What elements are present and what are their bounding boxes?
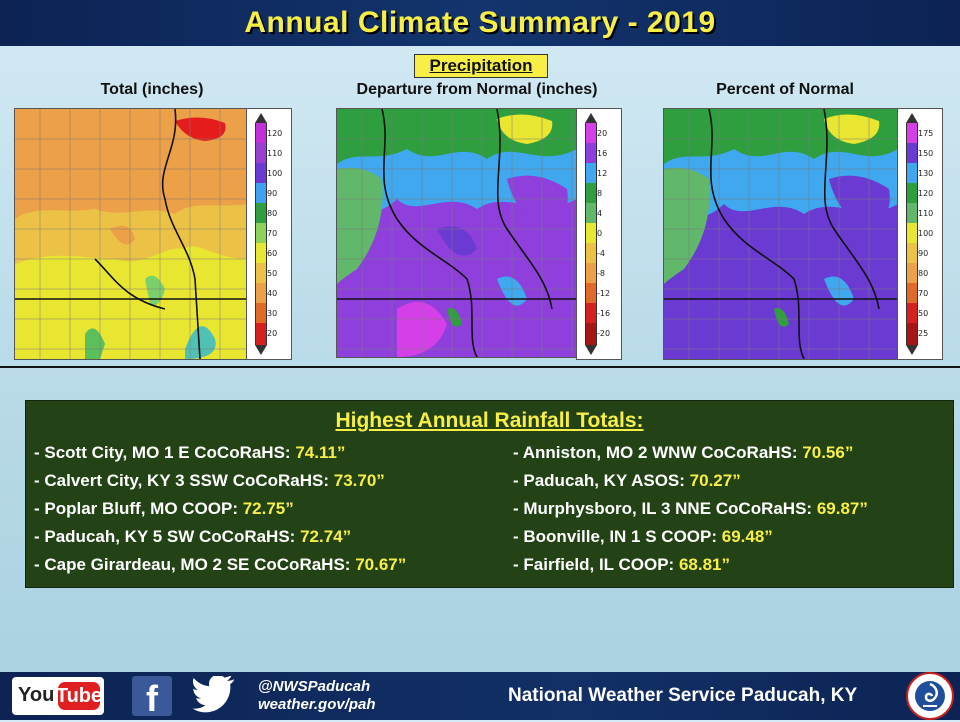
legend-label: 130 [918, 169, 934, 178]
rainfall-item: - Paducah, KY 5 SW CoCoRaHS: 72.74” [34, 527, 351, 547]
rainfall-value: 69.48” [721, 527, 773, 546]
legend-label: 110 [267, 149, 283, 158]
legend-label: 8 [597, 189, 603, 198]
rainfall-value: 70.67” [355, 555, 407, 574]
rainfall-item: - Murphysboro, IL 3 NNE CoCoRaHS: 69.87” [513, 499, 868, 519]
youtube-icon[interactable]: You Tube [12, 677, 104, 715]
rainfall-item: - Paducah, KY ASOS: 70.27” [513, 471, 741, 491]
website-link[interactable]: weather.gov/pah [258, 696, 376, 713]
station-name: - Calvert City, KY 3 SSW CoCoRaHS: [34, 471, 334, 490]
rainfall-value: 74.11” [295, 443, 346, 462]
divider [0, 366, 960, 368]
map-percent-normal [663, 108, 899, 360]
rainfall-item: - Cape Girardeau, MO 2 SE CoCoRaHS: 70.6… [34, 555, 406, 575]
rainfall-value: 68.81” [678, 555, 730, 574]
rainfall-totals-panel: Highest Annual Rainfall Totals: - Scott … [25, 400, 954, 588]
station-name: - Poplar Bluff, MO COOP: [34, 499, 243, 518]
legend-label: -8 [597, 269, 605, 278]
legend-label: 90 [267, 189, 278, 198]
station-name: - Anniston, MO 2 WNW CoCoRaHS: [513, 443, 803, 462]
legend-label: -16 [597, 309, 611, 318]
map-title-percent: Percent of Normal [716, 81, 854, 98]
legend-label: 4 [597, 209, 603, 218]
legend-total: 120 110 100 90 80 70 60 50 40 30 20 [246, 108, 292, 360]
legend-departure: 20 16 12 8 4 0 -4 -8 -12 -16 -20 [576, 108, 622, 360]
legend-label: 100 [267, 169, 283, 178]
legend-label: 120 [918, 189, 934, 198]
legend-label: 110 [918, 209, 934, 218]
office-name: National Weather Service Paducah, KY [508, 685, 858, 706]
footer-bar: You Tube f @NWSPaducah weather.gov/pah [0, 672, 960, 720]
youtube-tube-text: Tube [56, 682, 102, 710]
legend-label: 150 [918, 149, 934, 158]
legend-colorbar-total [255, 113, 267, 355]
legend-label: 25 [918, 329, 929, 338]
youtube-you-text: You [18, 684, 55, 706]
twitter-icon[interactable] [190, 676, 242, 716]
legend-label: -20 [597, 329, 611, 338]
legend-label: 50 [918, 309, 929, 318]
station-name: - Murphysboro, IL 3 NNE CoCoRaHS: [513, 499, 817, 518]
legend-label: 16 [597, 149, 608, 158]
rainfall-value: 69.87” [816, 499, 868, 518]
station-name: - Scott City, MO 1 E CoCoRaHS: [34, 443, 296, 462]
legend-label: 60 [267, 249, 278, 258]
legend-colorbar-departure [585, 113, 597, 355]
rainfall-value: 73.70” [333, 471, 385, 490]
legend-label: 50 [267, 269, 278, 278]
rainfall-item: - Fairfield, IL COOP: 68.81” [513, 555, 730, 575]
legend-colorbar-percent [906, 113, 918, 355]
map-total-precip [14, 108, 248, 360]
station-name: - Cape Girardeau, MO 2 SE CoCoRaHS: [34, 555, 356, 574]
title-bar: Annual Climate Summary - 2019 [0, 0, 960, 46]
station-name: - Fairfield, IL COOP: [513, 555, 679, 574]
rainfall-item: - Anniston, MO 2 WNW CoCoRaHS: 70.56” [513, 443, 853, 463]
legend-percent: 175 150 130 120 110 100 90 80 70 50 25 [897, 108, 943, 360]
rainfall-item: - Poplar Bluff, MO COOP: 72.75” [34, 499, 294, 519]
legend-label: 70 [918, 289, 929, 298]
rainfall-heading: Highest Annual Rainfall Totals: [335, 409, 644, 432]
rainfall-value: 70.27” [689, 471, 741, 490]
station-name: - Boonville, IN 1 S COOP: [513, 527, 722, 546]
map-title-departure: Departure from Normal (inches) [356, 81, 598, 98]
rainfall-value: 72.75” [242, 499, 294, 518]
rainfall-value: 72.74” [300, 527, 352, 546]
legend-label: 70 [267, 229, 278, 238]
legend-label: 30 [267, 309, 278, 318]
map-departure-precip [336, 108, 578, 358]
station-name: - Paducah, KY ASOS: [513, 471, 690, 490]
rainfall-item: - Scott City, MO 1 E CoCoRaHS: 74.11” [34, 443, 345, 463]
section-label-precipitation: Precipitation [414, 54, 548, 78]
twitter-handle[interactable]: @NWSPaducah [258, 678, 371, 695]
rainfall-value: 70.56” [802, 443, 854, 462]
legend-label: 20 [597, 129, 608, 138]
legend-label: -12 [597, 289, 611, 298]
legend-label: 90 [918, 249, 929, 258]
rainfall-item: - Calvert City, KY 3 SSW CoCoRaHS: 73.70… [34, 471, 385, 491]
legend-label: 80 [918, 269, 929, 278]
legend-label: 0 [597, 229, 603, 238]
legend-label: 80 [267, 209, 278, 218]
page-title: Annual Climate Summary - 2019 [244, 6, 716, 39]
nws-logo-icon [906, 672, 954, 720]
legend-label: 20 [267, 329, 278, 338]
rainfall-item: - Boonville, IN 1 S COOP: 69.48” [513, 527, 773, 547]
facebook-icon[interactable]: f [132, 676, 172, 719]
station-name: - Paducah, KY 5 SW CoCoRaHS: [34, 527, 301, 546]
legend-label: 12 [597, 169, 608, 178]
legend-label: -4 [597, 249, 605, 258]
legend-label: 40 [267, 289, 278, 298]
legend-label: 175 [918, 129, 934, 138]
legend-label: 100 [918, 229, 934, 238]
legend-label: 120 [267, 129, 283, 138]
map-title-total: Total (inches) [100, 81, 204, 98]
